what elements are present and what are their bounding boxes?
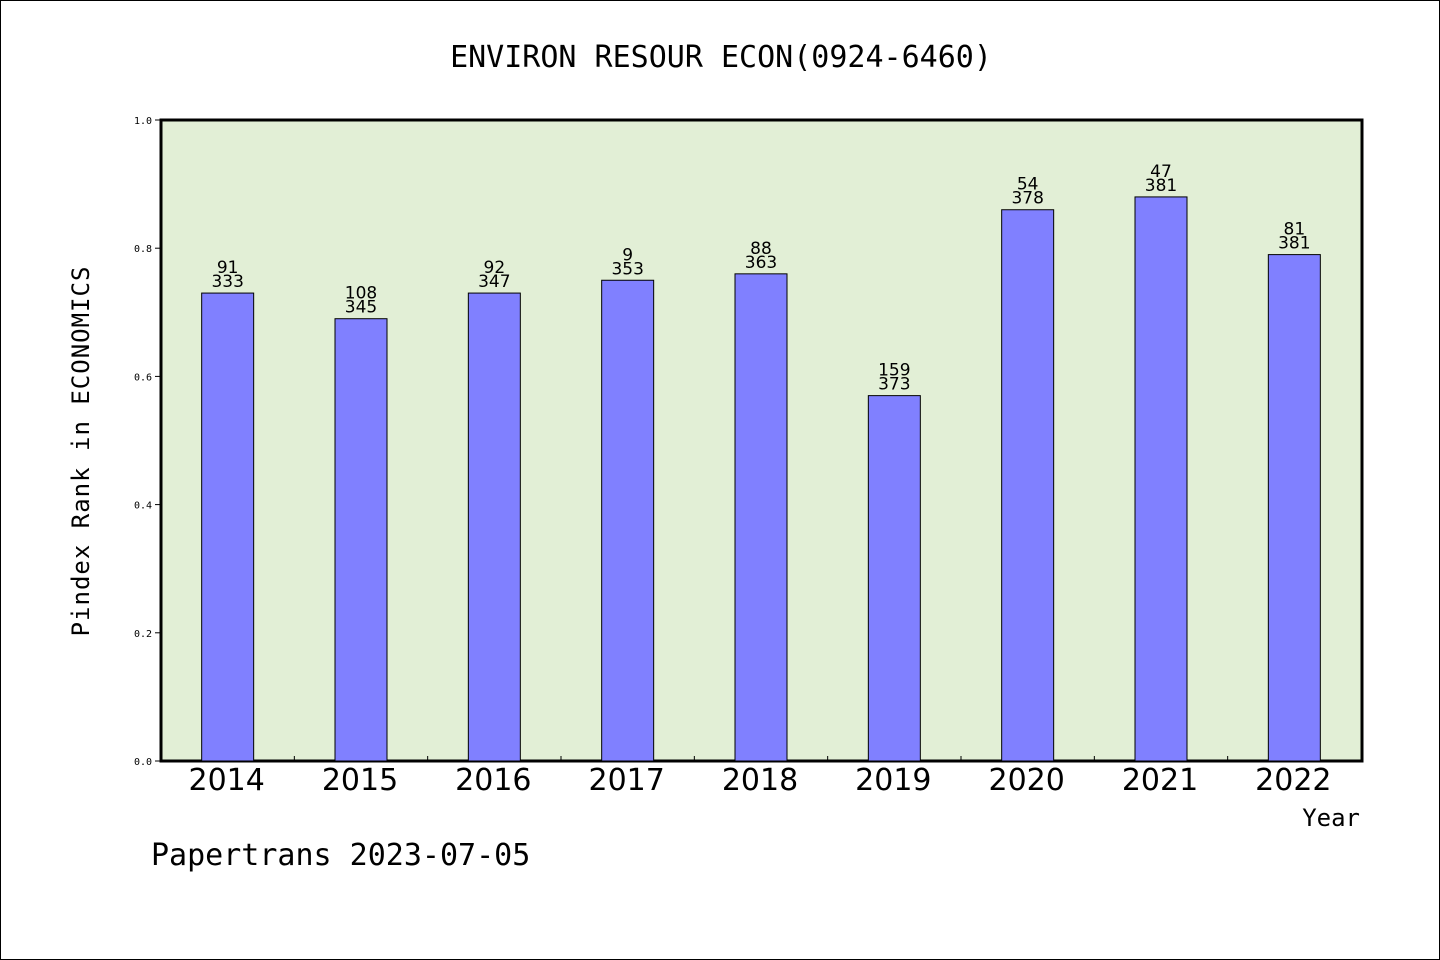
y-tick-label: 0.6 (134, 372, 152, 383)
bar-total-label: 381 (1278, 234, 1310, 254)
x-tick-label: 2017 (588, 763, 664, 798)
bar-total-label: 333 (211, 272, 243, 292)
bar (734, 273, 788, 762)
x-axis: 2014 2015 2016 2017 2018 2019 2020 2021 2022 (188, 756, 1332, 798)
bar-series (201, 196, 1321, 762)
x-tick-label: 2020 (988, 763, 1064, 798)
bar-total-label: 378 (1011, 189, 1043, 209)
footer-credit: Papertrans 2023-07-05 (151, 838, 530, 873)
y-tick-label: 0.0 (134, 757, 152, 768)
y-axis: 0.0 0.2 0.4 0.6 0.8 1.0 (134, 116, 161, 768)
bar-rank-label: 47 (1150, 162, 1172, 182)
x-axis-label: Year (1302, 804, 1360, 832)
bar (601, 279, 655, 762)
bar (1134, 196, 1188, 762)
bar-rank-label: 88 (750, 239, 772, 259)
bar-rank-label: 91 (217, 258, 239, 278)
bar-total-label: 381 (1145, 176, 1177, 196)
x-tick-label: 2015 (322, 763, 398, 798)
bar (201, 292, 255, 762)
bar-rank-label: 108 (345, 284, 377, 304)
bar (867, 395, 921, 762)
bar-rank-label: 81 (1284, 220, 1306, 240)
bar-rank-label: 92 (484, 258, 506, 278)
bar (1267, 254, 1321, 762)
bar-rank-label: 54 (1017, 175, 1039, 195)
y-tick-label: 1.0 (134, 116, 152, 127)
y-tick-label: 0.4 (134, 501, 152, 512)
x-tick-label: 2018 (722, 763, 798, 798)
y-tick-label: 0.2 (134, 629, 152, 640)
bar-labels: 9133310834592347935388363159373543784738… (211, 162, 1310, 395)
bar-total-label: 345 (345, 298, 377, 318)
bar-rank-label: 9 (622, 245, 633, 265)
y-axis-label: Pindex Rank in ECONOMICS (67, 266, 95, 637)
y-tick-label: 0.8 (134, 244, 152, 255)
bar (1001, 209, 1055, 762)
bar-total-label: 347 (478, 272, 510, 292)
bar (467, 292, 521, 762)
chart-title: ENVIRON RESOUR ECON(0924-6460) (450, 40, 992, 75)
x-tick-label: 2021 (1122, 763, 1198, 798)
bar-total-label: 363 (745, 253, 777, 273)
bar-rank-label: 159 (878, 361, 910, 381)
bar (334, 318, 388, 762)
x-tick-label: 2014 (188, 763, 264, 798)
bar-total-label: 353 (611, 259, 643, 279)
bar-total-label: 373 (878, 375, 910, 395)
x-tick-label: 2019 (855, 763, 931, 798)
x-tick-label: 2016 (455, 763, 531, 798)
x-tick-label: 2022 (1255, 763, 1331, 798)
